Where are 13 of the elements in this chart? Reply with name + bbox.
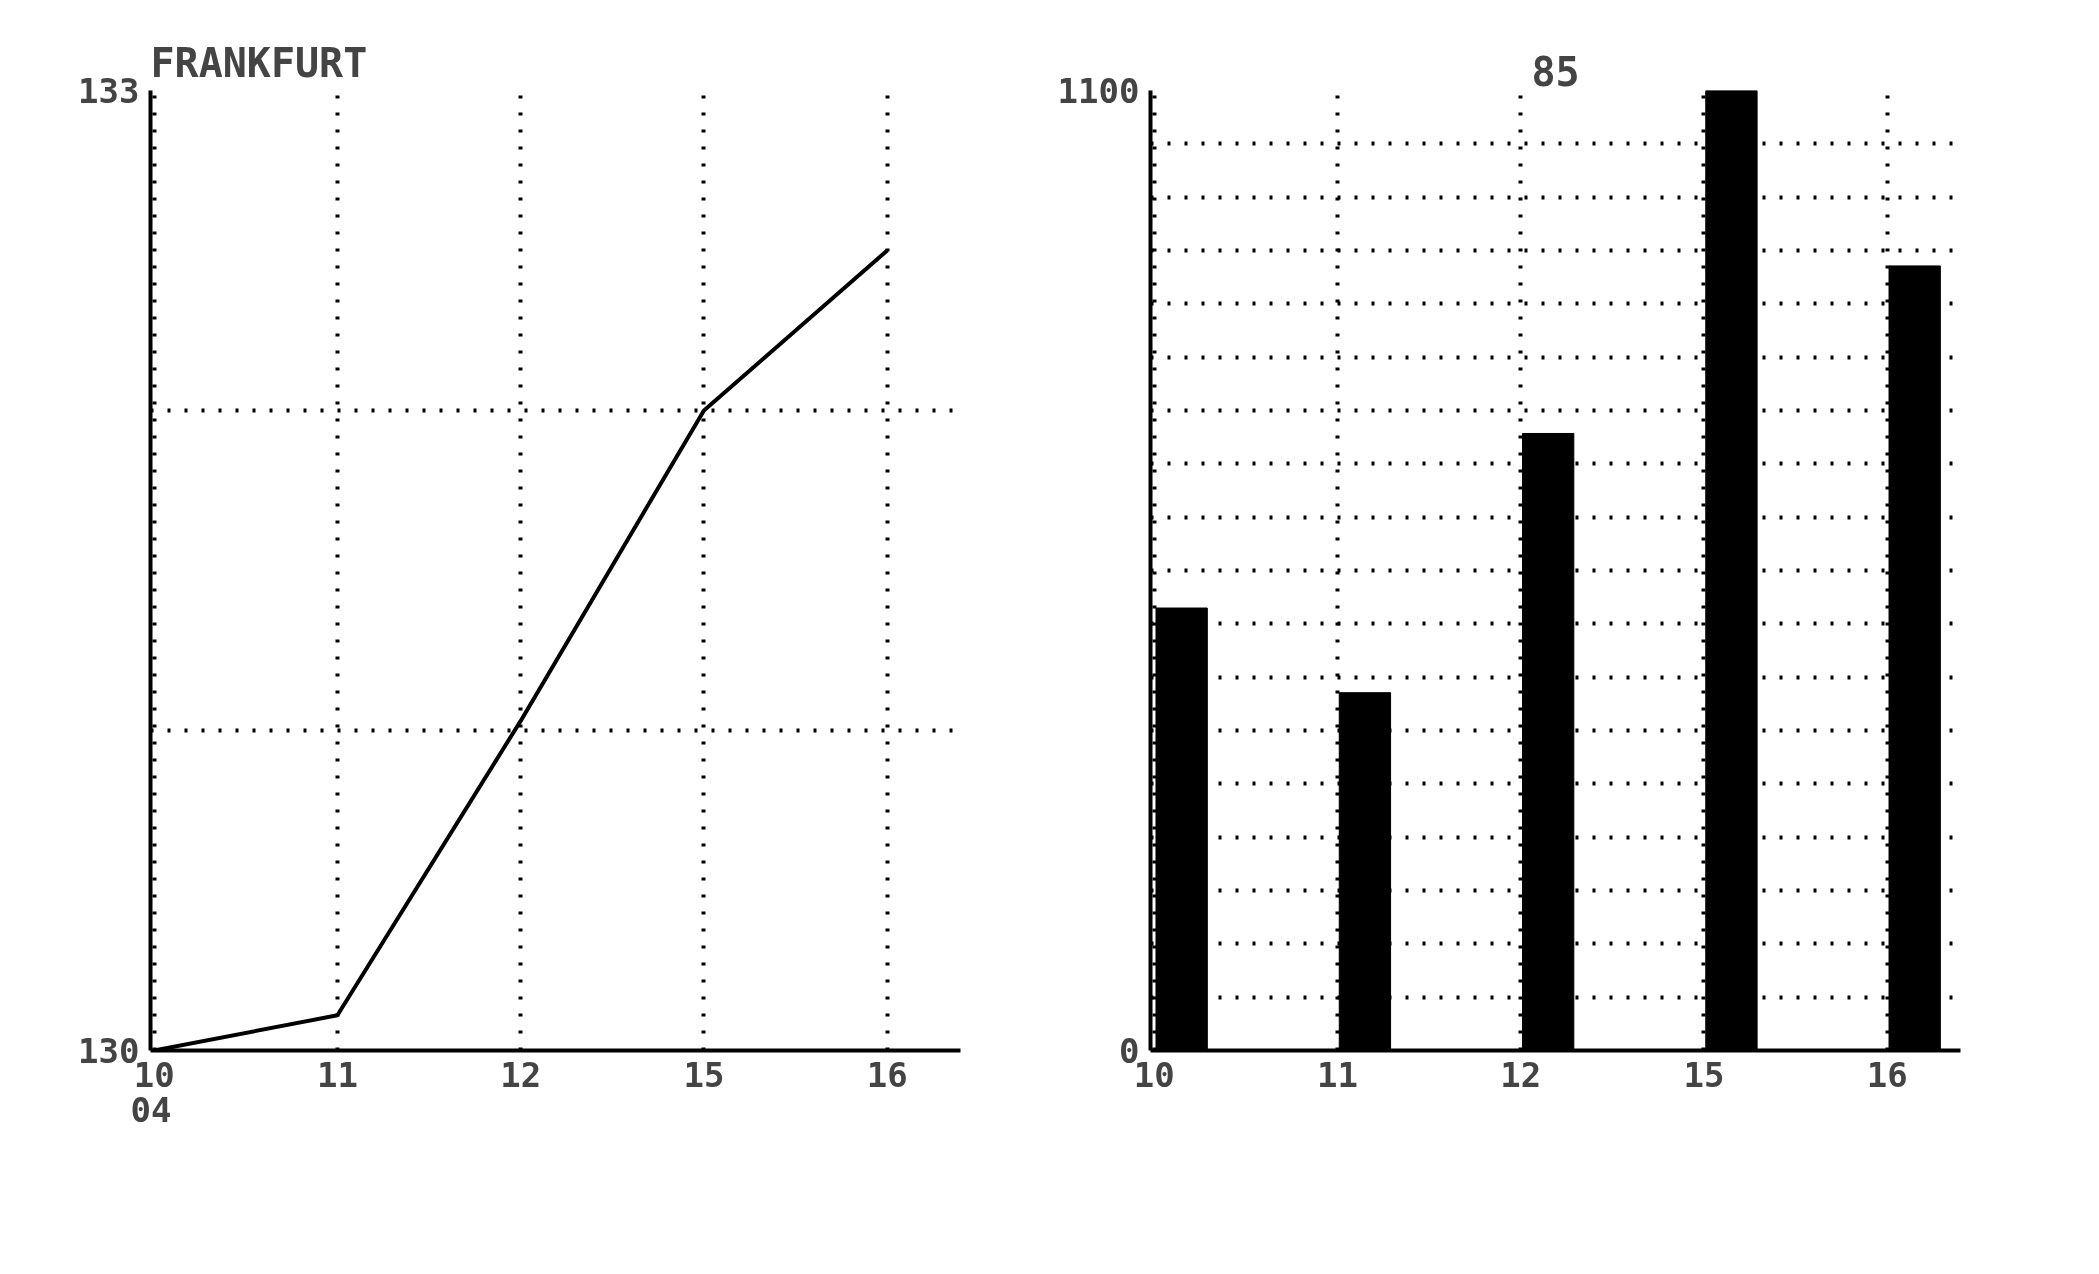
x-tick-label: 16 bbox=[1866, 1054, 1908, 1095]
y-tick-label: 1100 bbox=[1057, 71, 1140, 111]
x-tick-label: 12 bbox=[500, 1054, 542, 1095]
x-tick-label: 16 bbox=[866, 1054, 908, 1095]
chart-title: 85 bbox=[1531, 48, 1580, 95]
x-tick-label: 15 bbox=[683, 1054, 725, 1095]
text: 04 bbox=[130, 1089, 172, 1130]
chart-title: FRANKFURT bbox=[150, 39, 368, 86]
x-tick-label: 11 bbox=[1316, 1054, 1358, 1095]
y-tick-label: 133 bbox=[78, 71, 140, 111]
x-tick-label: 12 bbox=[1500, 1054, 1542, 1095]
x-tick-label: 15 bbox=[1683, 1054, 1725, 1095]
x-tick-label: 11 bbox=[316, 1054, 358, 1095]
